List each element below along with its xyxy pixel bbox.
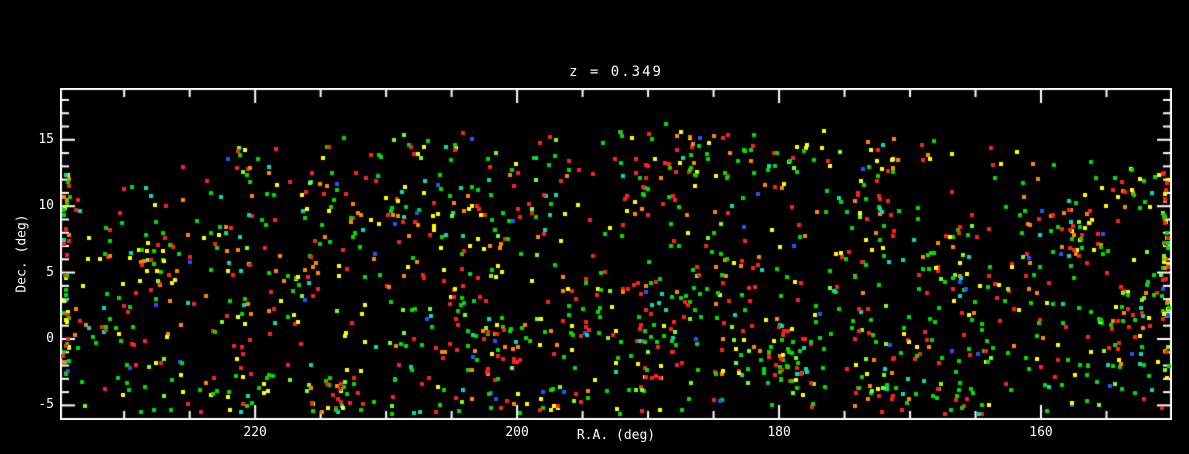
x-tick-label: 160 <box>1029 425 1053 440</box>
plot-title: z = 0.349 <box>569 64 663 80</box>
x-tick-label: 200 <box>505 425 529 440</box>
y-axis-label: Dec. (deg) <box>14 214 30 293</box>
scatter-plot-canvas <box>60 88 1172 420</box>
y-tick-label: 15 <box>38 131 54 147</box>
x-tick-label: 220 <box>243 425 267 440</box>
y-tick-label: 0 <box>46 330 54 346</box>
x-tick-label: 180 <box>767 425 791 440</box>
y-tick-label: 10 <box>38 198 54 214</box>
x-axis-label: R.A. (deg) <box>576 428 656 443</box>
y-tick-label: 5 <box>46 264 54 280</box>
y-tick-label: -5 <box>38 397 54 413</box>
